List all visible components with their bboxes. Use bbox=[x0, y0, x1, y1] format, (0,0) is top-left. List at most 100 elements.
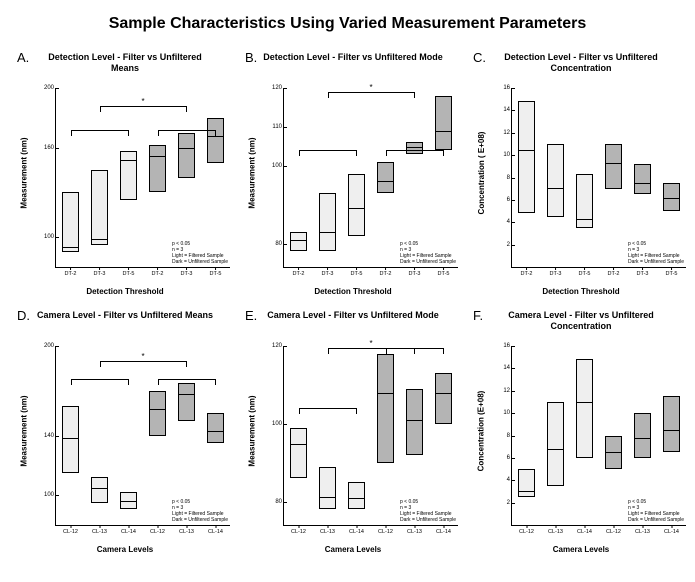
box-glyph bbox=[207, 118, 225, 163]
median-line bbox=[664, 430, 680, 431]
median-line bbox=[519, 491, 535, 492]
panel-title: Detection Level - Filter vs Unfiltered M… bbox=[15, 52, 235, 74]
box-glyph bbox=[290, 232, 308, 251]
y-tick: 100 bbox=[44, 234, 56, 240]
stats-annotation: p < 0.05n = 3Light = Filtered SampleDark… bbox=[400, 499, 456, 523]
stats-annotation: p < 0.05n = 3Light = Filtered SampleDark… bbox=[172, 499, 228, 523]
median-line bbox=[63, 438, 79, 439]
median-line bbox=[436, 131, 452, 132]
stats-line: Dark = Unfiltered Sample bbox=[628, 517, 684, 523]
significance-bar bbox=[386, 348, 444, 349]
box-glyph bbox=[406, 389, 424, 455]
plot-area: 100140200CL-12CL-13CL-14CL-12CL-13CL-14*… bbox=[55, 346, 230, 526]
x-tick: DT-3 bbox=[181, 267, 193, 277]
y-axis-label: Measurement (nm) bbox=[20, 137, 29, 208]
median-line bbox=[208, 431, 224, 432]
y-tick: 12 bbox=[503, 388, 512, 394]
box-glyph bbox=[319, 467, 337, 510]
x-tick: DT-2 bbox=[608, 267, 620, 277]
x-tick: CL-12 bbox=[519, 525, 534, 535]
median-line bbox=[635, 438, 651, 439]
median-line bbox=[606, 452, 622, 453]
y-tick: 100 bbox=[44, 492, 56, 498]
plot-area: 80100110120DT-2DT-3DT-5DT-2DT-3DT-5*p < … bbox=[283, 88, 458, 268]
chart-panel: A.Detection Level - Filter vs Unfiltered… bbox=[15, 48, 235, 298]
median-line bbox=[577, 402, 593, 403]
panel-letter: F. bbox=[473, 308, 483, 323]
box-glyph bbox=[435, 96, 453, 150]
y-axis-label: Measurement (nm) bbox=[248, 137, 257, 208]
box-glyph bbox=[547, 402, 565, 486]
x-tick: DT-5 bbox=[438, 267, 450, 277]
y-tick: 4 bbox=[507, 219, 512, 225]
box-glyph bbox=[149, 391, 167, 436]
box-glyph bbox=[120, 492, 138, 508]
median-line bbox=[92, 239, 108, 240]
median-line bbox=[407, 147, 423, 148]
chart-panel: D.Camera Level - Filter vs Unfiltered Me… bbox=[15, 306, 235, 556]
median-line bbox=[577, 219, 593, 220]
y-tick: 140 bbox=[44, 433, 56, 439]
plot-area: 100160200DT-2DT-3DT-5DT-2DT-3DT-5*p < 0.… bbox=[55, 88, 230, 268]
box-glyph bbox=[406, 142, 424, 154]
y-tick: 80 bbox=[275, 241, 284, 247]
x-tick: CL-12 bbox=[150, 525, 165, 535]
x-tick: CL-14 bbox=[208, 525, 223, 535]
y-tick: 200 bbox=[44, 343, 56, 349]
y-tick: 14 bbox=[503, 107, 512, 113]
median-line bbox=[291, 444, 307, 445]
x-tick: CL-13 bbox=[548, 525, 563, 535]
y-tick: 8 bbox=[507, 175, 512, 181]
significance-bar bbox=[71, 379, 129, 380]
x-tick: DT-3 bbox=[409, 267, 421, 277]
chart-panel: C.Detection Level - Filter vs Unfiltered… bbox=[471, 48, 691, 298]
x-tick: CL-13 bbox=[635, 525, 650, 535]
x-tick: CL-12 bbox=[378, 525, 393, 535]
x-tick: CL-12 bbox=[606, 525, 621, 535]
box-glyph bbox=[634, 413, 652, 458]
y-tick: 2 bbox=[507, 500, 512, 506]
box-glyph bbox=[62, 406, 80, 473]
median-line bbox=[150, 409, 166, 410]
y-tick: 120 bbox=[272, 343, 284, 349]
panel-letter: C. bbox=[473, 50, 486, 65]
y-tick: 6 bbox=[507, 197, 512, 203]
median-line bbox=[378, 181, 394, 182]
x-tick: DT-2 bbox=[293, 267, 305, 277]
significance-bar bbox=[299, 150, 357, 151]
y-tick: 200 bbox=[44, 85, 56, 91]
y-axis-label: Measurement (nm) bbox=[20, 395, 29, 466]
x-axis-label: Detection Threshold bbox=[542, 287, 619, 296]
box-glyph bbox=[149, 145, 167, 193]
median-line bbox=[320, 232, 336, 233]
stats-line: Dark = Unfiltered Sample bbox=[400, 517, 456, 523]
panel-title: Detection Level - Filter vs Unfiltered C… bbox=[471, 52, 691, 74]
stats-annotation: p < 0.05n = 3Light = Filtered SampleDark… bbox=[628, 241, 684, 265]
y-tick: 10 bbox=[503, 410, 512, 416]
y-tick: 80 bbox=[275, 499, 284, 505]
panel-letter: D. bbox=[17, 308, 30, 323]
significance-star: * bbox=[141, 352, 144, 361]
box-glyph bbox=[663, 183, 681, 211]
y-tick: 120 bbox=[272, 85, 284, 91]
chart-panel: F.Camera Level - Filter vs Unfiltered Co… bbox=[471, 306, 691, 556]
x-tick: DT-5 bbox=[351, 267, 363, 277]
y-tick: 12 bbox=[503, 130, 512, 136]
x-tick: CL-14 bbox=[577, 525, 592, 535]
box-glyph bbox=[207, 413, 225, 443]
panel-title: Camera Level - Filter vs Unfiltered Conc… bbox=[471, 310, 691, 332]
y-tick: 4 bbox=[507, 477, 512, 483]
x-tick: CL-14 bbox=[436, 525, 451, 535]
y-tick: 16 bbox=[503, 343, 512, 349]
plot-area: 246810121416DT-2DT-3DT-5DT-2DT-3DT-5p < … bbox=[511, 88, 686, 268]
median-line bbox=[63, 247, 79, 248]
median-line bbox=[519, 150, 535, 151]
stats-annotation: p < 0.05n = 3Light = Filtered SampleDark… bbox=[172, 241, 228, 265]
plot-area: 246810121416CL-12CL-13CL-14CL-12CL-13CL-… bbox=[511, 346, 686, 526]
stats-line: Dark = Unfiltered Sample bbox=[172, 517, 228, 523]
median-line bbox=[291, 240, 307, 241]
x-tick: DT-3 bbox=[637, 267, 649, 277]
median-line bbox=[208, 136, 224, 137]
box-glyph bbox=[576, 174, 594, 228]
y-tick: 10 bbox=[503, 152, 512, 158]
